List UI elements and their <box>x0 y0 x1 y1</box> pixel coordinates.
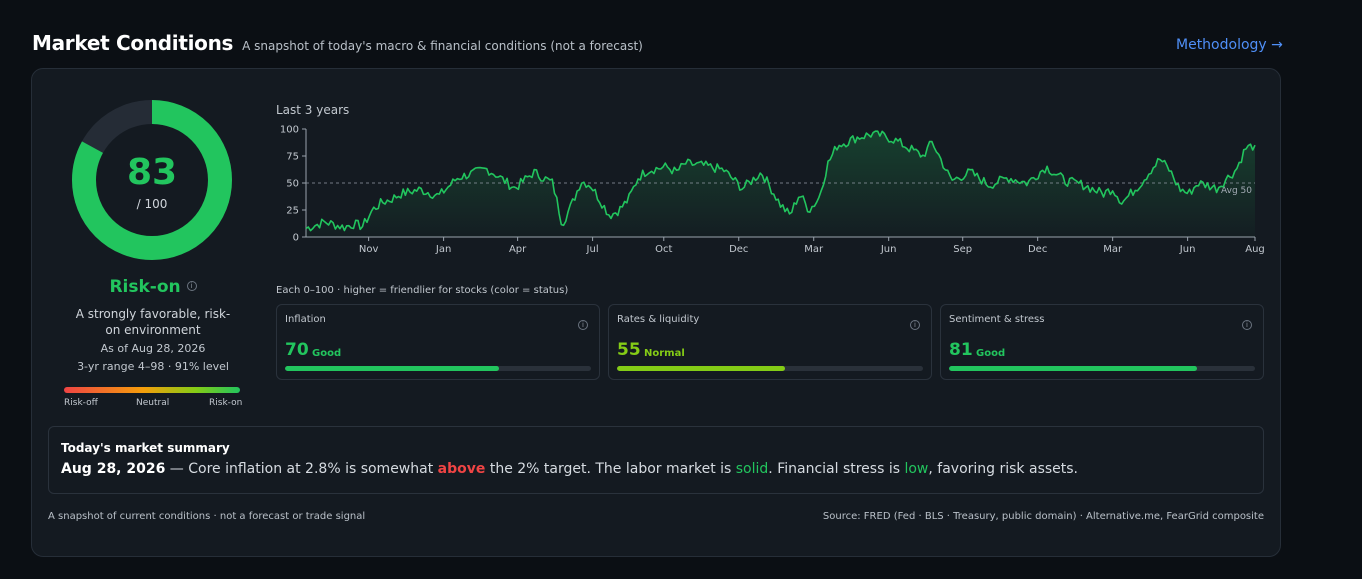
x-tick-label: Nov <box>359 244 379 255</box>
status-text: Risk-on <box>109 277 181 297</box>
summary-highlight: low <box>904 461 929 477</box>
footer-source: Source: FRED (Fed · BLS · Treasury, publ… <box>822 511 1264 522</box>
market-summary: Today's market summary Aug 28, 2026 — Co… <box>48 426 1264 494</box>
metric-name: Inflation <box>285 314 326 325</box>
metric-name: Sentiment & stress <box>949 314 1045 325</box>
x-tick-label: Dec <box>1028 244 1047 255</box>
x-tick-label: Mar <box>804 244 824 255</box>
series-area <box>306 131 1255 237</box>
gauge-arc <box>72 100 232 260</box>
metric-bar <box>285 366 591 371</box>
history-chart: 0 25 50 75 100 Nov Jan Apr Jul Oct Dec Mar Jun Sep Dec… <box>280 125 1265 256</box>
range-text: 3-yr range 4–98 · 91% level <box>77 360 229 373</box>
gauge-max: / 100 <box>136 197 168 211</box>
metric-value: 81 <box>949 340 973 360</box>
x-tick-label: Sep <box>953 244 972 255</box>
summary-heading: Today's market summary <box>61 441 230 455</box>
summary-highlight: above <box>437 461 486 477</box>
as-of-date: As of Aug 28, 2026 <box>100 342 206 355</box>
x-tick-label: Jun <box>1179 244 1196 255</box>
page-subtitle: A snapshot of today's macro & financial … <box>242 39 643 53</box>
metric-bar <box>617 366 923 371</box>
summary-date: Aug 28, 2026 <box>61 461 166 477</box>
x-tick-label: Apr <box>509 244 527 255</box>
metric-status: Good <box>976 348 1006 359</box>
score-gauge: 83 / 100 <box>72 100 232 260</box>
metric-card-inflation: Inflation i 70 Good <box>276 304 600 380</box>
x-tick-label: Dec <box>729 244 748 255</box>
metric-bar-fill <box>949 366 1197 371</box>
metric-status: Good <box>312 348 342 359</box>
summary-part: . Financial stress is <box>768 461 905 477</box>
gauge-score: 83 <box>126 152 178 193</box>
gauge-ring <box>72 100 232 260</box>
metric-bar-fill <box>285 366 500 371</box>
info-icon[interactable]: i <box>1242 320 1252 330</box>
x-tick-label: Jun <box>880 244 897 255</box>
market-conditions-card: 83 / 100 Risk-on i A strongly favorable,… <box>31 68 1281 557</box>
methodology-link[interactable]: Methodology → <box>1176 37 1283 53</box>
chart-title: Last 3 years <box>276 103 350 117</box>
avg-reference-label: Avg 50 <box>1221 186 1252 196</box>
scale-label-risk-off: Risk-off <box>64 398 98 408</box>
x-tick-label: Jan <box>435 244 451 255</box>
status-label: Risk-on i <box>32 277 274 297</box>
x-tick-label: Aug <box>1245 244 1265 255</box>
metric-status: Normal <box>644 348 685 359</box>
metric-value: 55 <box>617 340 641 360</box>
metric-bar <box>949 366 1255 371</box>
summary-dash: — <box>165 461 189 477</box>
summary-part: the 2% target. The labor market is <box>485 461 736 477</box>
status-description: A strongly favorable, risk-on environmen… <box>75 307 231 337</box>
page-title: Market Conditions <box>32 31 234 55</box>
series-line <box>305 130 1256 232</box>
summary-part: , favoring risk assets. <box>928 461 1078 477</box>
x-tick-label: Oct <box>655 244 672 255</box>
scale-label-risk-on: Risk-on <box>209 398 243 408</box>
info-icon[interactable]: i <box>186 281 197 291</box>
summary-part: Core inflation at 2.8% is somewhat <box>188 461 438 477</box>
summary-highlight: solid <box>735 461 769 477</box>
metric-card-sentiment-stress: Sentiment & stress i 81 Good <box>940 304 1264 380</box>
info-icon[interactable]: i <box>578 320 588 330</box>
metric-card-rates-liquidity: Rates & liquidity i 55 Normal <box>608 304 932 380</box>
scale-label-neutral: Neutral <box>136 398 170 408</box>
chart-note: Each 0–100 · higher = friendlier for sto… <box>276 285 569 296</box>
y-tick-label: 75 <box>286 152 299 163</box>
x-tick-label: Mar <box>1103 244 1123 255</box>
y-tick-label: 0 <box>293 233 299 244</box>
y-tick-label: 25 <box>286 206 299 217</box>
metric-value: 70 <box>285 340 309 360</box>
summary-text: Aug 28, 2026 — Core inflation at 2.8% is… <box>61 461 1078 477</box>
metric-bar-fill <box>617 366 786 371</box>
footer-disclaimer: A snapshot of current conditions · not a… <box>48 511 366 522</box>
risk-scale-bar <box>64 387 240 393</box>
info-icon[interactable]: i <box>910 320 920 330</box>
page-header: Market Conditions A snapshot of today's … <box>32 31 643 55</box>
metric-name: Rates & liquidity <box>617 314 700 325</box>
y-tick-label: 50 <box>286 179 299 190</box>
y-tick-label: 100 <box>280 125 299 136</box>
x-tick-label: Jul <box>586 244 599 255</box>
